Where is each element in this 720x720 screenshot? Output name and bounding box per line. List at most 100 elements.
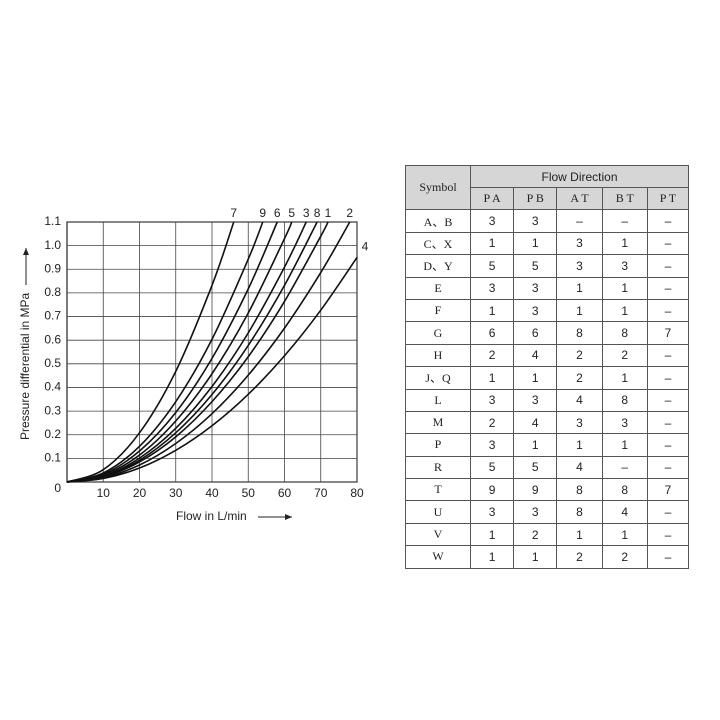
- y-tick-label: 0.2: [44, 427, 61, 441]
- value-cell: 1: [469, 522, 515, 547]
- value-cell: –: [646, 500, 690, 524]
- value-cell: 8: [601, 388, 648, 412]
- value-cell: 1: [601, 366, 648, 390]
- curve: [66, 221, 235, 483]
- value-cell: –: [556, 209, 603, 233]
- value-cell: 2: [556, 366, 603, 390]
- symbol-cell: F: [405, 298, 471, 323]
- value-cell: 2: [469, 343, 515, 368]
- curve-label: 4: [362, 240, 369, 254]
- table-row: P 3 1 1 1–: [405, 433, 690, 457]
- symbol-cell: E: [405, 276, 471, 300]
- y-tick-label: 0.6: [44, 332, 61, 346]
- group-header: Flow Direction: [470, 164, 689, 189]
- symbol-cell: G: [405, 321, 471, 345]
- curve: [66, 221, 264, 483]
- value-cell: 3: [513, 388, 558, 412]
- y-tick-label: 0.8: [44, 285, 61, 299]
- value-cell: 1: [513, 366, 558, 390]
- table-row: F 1 3 1 1–: [405, 298, 690, 323]
- value-cell: 4: [513, 410, 558, 435]
- value-cell: 3: [513, 500, 558, 524]
- symbol-cell: V: [405, 522, 471, 547]
- curve: [66, 257, 358, 483]
- curve-label: 6: [274, 206, 281, 220]
- table-row: R 5 5 4– –: [405, 455, 690, 480]
- value-cell: 8: [601, 321, 648, 345]
- value-cell: 8: [601, 478, 648, 502]
- x-tick-label: 40: [205, 486, 219, 500]
- curve-label: 9: [259, 206, 266, 220]
- value-cell: 1: [513, 433, 558, 457]
- table-row: V 1 2 1 1–: [405, 522, 690, 547]
- value-cell: 1: [601, 298, 648, 323]
- value-cell: 4: [601, 500, 648, 524]
- value-cell: 3: [469, 388, 515, 412]
- value-cell: 9: [469, 478, 515, 502]
- value-cell: 3: [469, 276, 515, 300]
- y-tick-label: 1.1: [44, 214, 61, 228]
- value-cell: –: [646, 522, 690, 547]
- value-cell: 6: [469, 321, 515, 345]
- value-cell: 8: [556, 500, 603, 524]
- symbol-cell: L: [405, 388, 471, 412]
- value-cell: 3: [513, 209, 558, 233]
- value-cell: –: [646, 366, 690, 390]
- value-cell: –: [601, 209, 648, 233]
- value-cell: 5: [513, 455, 558, 480]
- value-cell: 1: [469, 366, 515, 390]
- value-cell: 4: [556, 388, 603, 412]
- value-cell: –: [646, 298, 690, 323]
- value-cell: 1: [601, 231, 648, 256]
- symbol-cell: A、B: [405, 209, 471, 233]
- x-arrowhead: [285, 514, 292, 520]
- x-tick-label: 20: [133, 486, 147, 500]
- value-cell: 3: [513, 276, 558, 300]
- value-cell: 1: [469, 298, 515, 323]
- value-cell: 6: [513, 321, 558, 345]
- table-row: H 2 4 2 2–: [405, 343, 690, 368]
- symbol-cell: D、Y: [405, 254, 471, 278]
- table-row: A、B 3 3– – –: [405, 209, 690, 233]
- value-cell: 3: [513, 298, 558, 323]
- value-cell: 1: [601, 276, 648, 300]
- y-tick-label: 0.3: [44, 403, 61, 417]
- value-cell: –: [646, 209, 690, 233]
- symbol-cell: P: [405, 433, 471, 457]
- value-cell: 1: [556, 298, 603, 323]
- value-cell: 8: [556, 478, 603, 502]
- value-cell: 4: [556, 455, 603, 480]
- x-tick-label: 10: [97, 486, 111, 500]
- curve-label: 7: [230, 206, 237, 220]
- value-cell: –: [601, 455, 648, 480]
- value-cell: –: [646, 231, 690, 256]
- curve: [66, 221, 278, 483]
- value-cell: 3: [556, 254, 603, 278]
- curve-label: 5: [288, 206, 295, 220]
- value-cell: 3: [469, 433, 515, 457]
- curve-label: 1: [325, 206, 332, 220]
- x-tick-label: 80: [350, 486, 364, 500]
- value-cell: 2: [556, 545, 603, 569]
- symbol-cell: H: [405, 343, 471, 368]
- value-cell: 2: [601, 545, 648, 569]
- curve: [66, 221, 293, 483]
- value-cell: –: [646, 276, 690, 300]
- column-header: B T: [601, 187, 648, 211]
- curve: [66, 221, 318, 483]
- symbol-cell: M: [405, 410, 471, 435]
- value-cell: 2: [469, 410, 515, 435]
- y-tick-label: 0: [54, 481, 61, 495]
- value-cell: 1: [469, 231, 515, 256]
- value-cell: 1: [556, 276, 603, 300]
- y-tick-label: 0.4: [44, 380, 61, 394]
- value-cell: 3: [601, 410, 648, 435]
- value-cell: 5: [469, 455, 515, 480]
- column-header: P B: [513, 187, 558, 211]
- value-cell: 3: [601, 254, 648, 278]
- value-cell: 7: [646, 321, 690, 345]
- value-cell: 2: [513, 522, 558, 547]
- value-cell: –: [646, 455, 690, 480]
- value-cell: 3: [556, 231, 603, 256]
- value-cell: 5: [513, 254, 558, 278]
